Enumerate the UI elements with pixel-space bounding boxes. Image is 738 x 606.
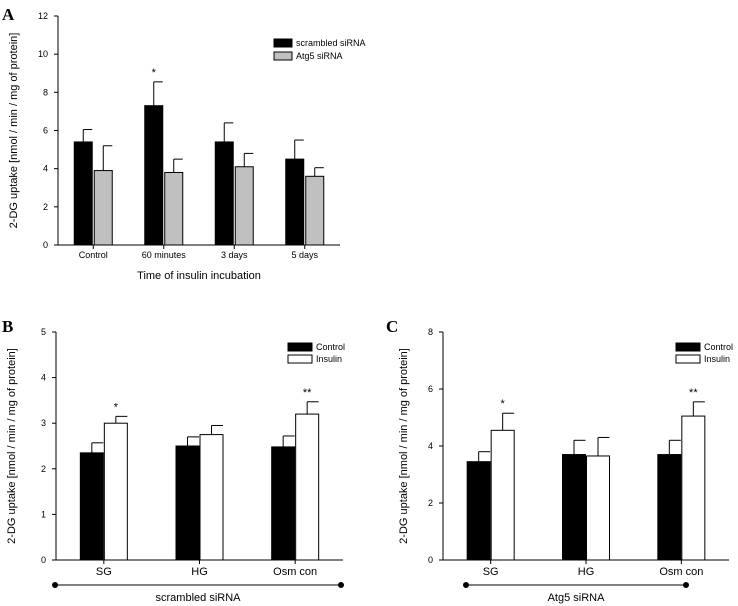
bracket-end-dot <box>338 582 344 588</box>
legend-swatch <box>287 354 313 364</box>
y-tick-label: 2 <box>428 498 433 508</box>
y-tick-label: 8 <box>428 327 433 337</box>
y-tick-label: 8 <box>43 87 48 97</box>
category-label: HG <box>191 566 208 578</box>
category-label: 5 days <box>291 250 318 260</box>
y-tick-label: 5 <box>41 327 46 337</box>
legend-swatch <box>287 342 313 352</box>
bar <box>681 415 706 561</box>
legend-label: Insulin <box>316 354 342 364</box>
bar <box>164 171 184 246</box>
legend-swatch <box>675 342 701 352</box>
legend-swatch <box>273 51 293 61</box>
x-axis-label: Time of insulin incubation <box>137 270 261 282</box>
bar <box>466 461 491 561</box>
panel-b-chart: 0 1 2 3 4 5 2-DG uptake [nmol / min / mg of pr… <box>6 327 345 578</box>
y-tick-label: 4 <box>428 441 433 451</box>
y-tick-label: 2 <box>41 464 46 474</box>
significance-marker: ** <box>303 387 312 399</box>
y-tick-label: 12 <box>38 11 48 21</box>
bar <box>305 175 325 246</box>
bar <box>214 141 234 246</box>
legend-label: Insulin <box>704 354 730 364</box>
bracket-end-dot <box>463 582 469 588</box>
y-tick-label: 10 <box>38 49 48 59</box>
bar <box>562 454 586 561</box>
significance-marker: ** <box>689 387 698 399</box>
y-axis-label: 2-DG uptake [nmol / min / mg of protein] <box>8 33 20 229</box>
legend-label: scrambled siRNA <box>296 38 366 48</box>
panel-c-chart: 0 2 4 6 8 2-DG uptake [nmol / min / mg of pro… <box>398 327 733 578</box>
y-tick-label: 2 <box>43 202 48 212</box>
panel-letter-c: C <box>386 317 398 336</box>
bar <box>103 422 128 561</box>
y-tick-label: 4 <box>41 373 46 383</box>
y-tick-label: 0 <box>428 555 433 565</box>
bar <box>490 429 515 561</box>
bar <box>175 445 200 561</box>
bar <box>93 170 113 246</box>
y-tick-label: 1 <box>41 509 46 519</box>
category-label: HG <box>578 566 595 578</box>
bar <box>73 141 93 246</box>
category-label: SG <box>483 566 499 578</box>
legend-label: Control <box>316 342 345 352</box>
panel-letter-a: A <box>2 5 15 24</box>
bar <box>271 446 296 561</box>
bar <box>234 166 254 246</box>
legend-label: Atg5 siRNA <box>296 51 343 61</box>
y-tick-label: 0 <box>41 555 46 565</box>
category-label: 3 days <box>221 250 248 260</box>
bar <box>144 105 164 246</box>
significance-marker: * <box>114 401 119 413</box>
significance-marker: * <box>152 67 157 79</box>
bracket-end-dot <box>52 582 58 588</box>
category-label: 60 minutes <box>142 250 187 260</box>
y-tick-label: 4 <box>43 164 48 174</box>
y-axis-label: 2-DG uptake [nmol / min / mg of protein] <box>398 348 410 544</box>
panel-letter-b: B <box>2 317 13 336</box>
group-label: scrambled siRNA <box>156 592 242 604</box>
bar <box>285 158 305 246</box>
bar <box>199 434 224 561</box>
legend-label: Control <box>704 342 733 352</box>
category-label: Osm con <box>273 566 317 578</box>
category-label: Osm con <box>659 566 703 578</box>
legend-swatch <box>675 354 701 364</box>
bar <box>79 452 104 561</box>
bar <box>657 454 682 561</box>
panel-c-group-bracket: Atg5 siRNA <box>463 582 689 604</box>
significance-marker: * <box>501 398 506 410</box>
panel-b-group-bracket: scrambled siRNA <box>52 582 344 604</box>
category-label: Control <box>79 250 108 260</box>
bracket-end-dot <box>683 582 689 588</box>
y-axis-label: 2-DG uptake [nmol / min / mg of protein] <box>6 348 18 544</box>
bar <box>295 413 320 561</box>
y-tick-label: 6 <box>43 126 48 136</box>
y-tick-label: 6 <box>428 384 433 394</box>
y-tick-label: 0 <box>43 240 48 250</box>
category-label: SG <box>96 566 112 578</box>
bar <box>586 455 610 561</box>
panel-a-chart: 0 2 4 6 8 10 12 2-DG uptake [nmol / min / mg of… <box>8 11 366 282</box>
group-label: Atg5 siRNA <box>548 592 606 604</box>
y-tick-label: 3 <box>41 418 46 428</box>
legend-swatch <box>273 38 293 48</box>
